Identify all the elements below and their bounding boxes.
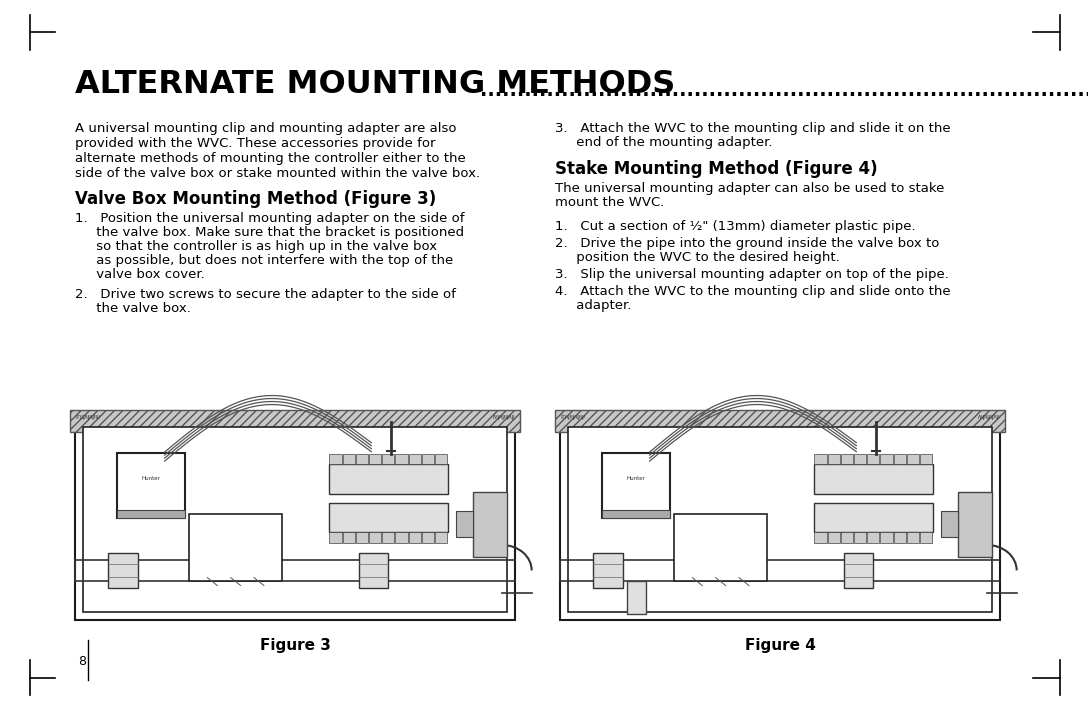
Bar xyxy=(83,427,507,612)
Bar xyxy=(359,553,388,588)
Bar xyxy=(435,453,447,464)
Bar xyxy=(815,453,827,464)
Bar xyxy=(343,453,355,464)
Text: Inψψψψ: Inψψψψ xyxy=(75,414,100,420)
Text: ∧ψψψψ: ∧ψψψψ xyxy=(492,414,515,420)
Text: A universal mounting clip and mounting adapter are also: A universal mounting clip and mounting a… xyxy=(75,122,457,135)
Text: Inψψψψ: Inψψψψ xyxy=(560,414,585,420)
Bar xyxy=(841,532,853,543)
Text: position the WVC to the desired height.: position the WVC to the desired height. xyxy=(555,251,840,264)
Bar xyxy=(395,532,408,543)
Bar xyxy=(880,532,892,543)
Bar xyxy=(941,511,959,537)
Bar xyxy=(673,514,767,580)
Bar xyxy=(906,453,919,464)
Bar xyxy=(356,453,368,464)
Text: 3.   Slip the universal mounting adapter on top of the pipe.: 3. Slip the universal mounting adapter o… xyxy=(555,268,949,281)
Bar xyxy=(343,532,355,543)
Bar xyxy=(329,503,447,532)
Text: ∧ψψψψ: ∧ψψψψ xyxy=(976,414,1000,420)
Text: so that the controller is as high up in the valve box: so that the controller is as high up in … xyxy=(75,240,437,253)
Bar xyxy=(395,453,408,464)
Bar xyxy=(560,415,1000,620)
Bar xyxy=(555,410,1005,432)
Bar xyxy=(409,532,421,543)
Bar xyxy=(602,453,670,518)
Bar xyxy=(422,453,434,464)
Text: 1.   Cut a section of ½" (13mm) diameter plastic pipe.: 1. Cut a section of ½" (13mm) diameter p… xyxy=(555,220,916,233)
Text: side of the valve box or stake mounted within the valve box.: side of the valve box or stake mounted w… xyxy=(75,167,480,180)
Text: 3.   Attach the WVC to the mounting clip and slide it on the: 3. Attach the WVC to the mounting clip a… xyxy=(555,122,951,135)
Bar xyxy=(118,453,185,518)
Bar xyxy=(843,553,874,588)
Text: The universal mounting adapter can also be used to stake: The universal mounting adapter can also … xyxy=(555,182,944,195)
Bar xyxy=(369,532,381,543)
Bar xyxy=(854,532,866,543)
Bar xyxy=(473,492,507,557)
Bar xyxy=(330,453,342,464)
Bar xyxy=(456,511,473,537)
Text: valve box cover.: valve box cover. xyxy=(75,268,205,281)
Text: Figure 4: Figure 4 xyxy=(744,638,815,653)
Text: 8: 8 xyxy=(78,655,86,668)
Bar xyxy=(880,453,892,464)
Text: Hunter: Hunter xyxy=(627,476,645,481)
Bar xyxy=(568,427,992,612)
Text: ................................................................................: ........................................… xyxy=(480,81,1088,100)
Text: Valve Box Mounting Method (Figure 3): Valve Box Mounting Method (Figure 3) xyxy=(75,190,436,208)
Text: as possible, but does not interfere with the top of the: as possible, but does not interfere with… xyxy=(75,254,454,267)
Text: adapter.: adapter. xyxy=(555,299,631,312)
Bar xyxy=(906,532,919,543)
Bar xyxy=(118,510,185,518)
Text: alternate methods of mounting the controller either to the: alternate methods of mounting the contro… xyxy=(75,152,466,165)
Text: 1.   Position the universal mounting adapter on the side of: 1. Position the universal mounting adapt… xyxy=(75,212,465,225)
Bar xyxy=(369,453,381,464)
Text: mount the WVC.: mount the WVC. xyxy=(555,196,665,209)
Bar xyxy=(602,510,670,518)
Bar xyxy=(409,453,421,464)
Bar xyxy=(593,553,623,588)
Bar xyxy=(330,532,342,543)
Bar xyxy=(828,532,840,543)
Text: the valve box. Make sure that the bracket is positioned: the valve box. Make sure that the bracke… xyxy=(75,226,465,239)
Bar xyxy=(814,464,932,493)
Bar xyxy=(356,532,368,543)
Bar xyxy=(828,453,840,464)
Bar xyxy=(435,532,447,543)
Text: Stake Mounting Method (Figure 4): Stake Mounting Method (Figure 4) xyxy=(555,160,878,178)
Bar xyxy=(867,453,879,464)
Bar xyxy=(841,453,853,464)
Text: 2.   Drive two screws to secure the adapter to the side of: 2. Drive two screws to secure the adapte… xyxy=(75,288,456,301)
Bar xyxy=(893,532,905,543)
Bar xyxy=(627,580,645,614)
Text: provided with the WVC. These accessories provide for: provided with the WVC. These accessories… xyxy=(75,137,435,150)
Text: ALTERNATE MOUNTING METHODS: ALTERNATE MOUNTING METHODS xyxy=(75,69,687,100)
Bar xyxy=(867,532,879,543)
Bar xyxy=(329,464,447,493)
Bar xyxy=(382,532,394,543)
Bar xyxy=(70,410,520,432)
Bar xyxy=(959,492,992,557)
Bar xyxy=(109,553,138,588)
Text: Hunter: Hunter xyxy=(141,476,161,481)
Text: 2.   Drive the pipe into the ground inside the valve box to: 2. Drive the pipe into the ground inside… xyxy=(555,237,939,250)
Text: the valve box.: the valve box. xyxy=(75,302,190,315)
Bar xyxy=(815,532,827,543)
Bar xyxy=(422,532,434,543)
Text: Figure 3: Figure 3 xyxy=(260,638,331,653)
Text: 4.   Attach the WVC to the mounting clip and slide onto the: 4. Attach the WVC to the mounting clip a… xyxy=(555,285,951,298)
Text: end of the mounting adapter.: end of the mounting adapter. xyxy=(555,136,772,149)
Bar xyxy=(382,453,394,464)
Bar xyxy=(920,532,932,543)
Bar xyxy=(75,415,515,620)
Bar xyxy=(189,514,282,580)
Bar xyxy=(854,453,866,464)
Bar xyxy=(814,503,932,532)
Bar xyxy=(893,453,905,464)
Bar xyxy=(920,453,932,464)
